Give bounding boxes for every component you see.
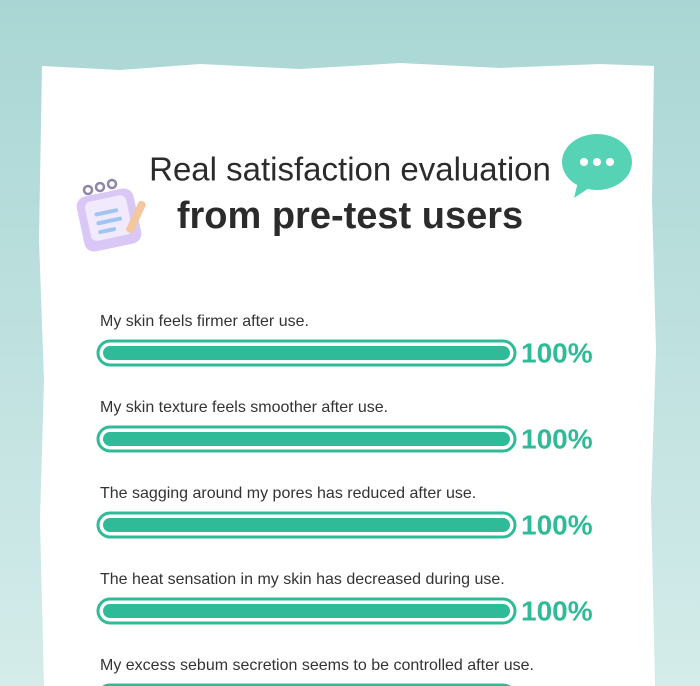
value-label: 100% bbox=[521, 423, 593, 454]
category-label: My skin texture feels smoother after use… bbox=[100, 399, 388, 416]
category-label: My excess sebum secretion seems to be co… bbox=[100, 657, 534, 674]
bar bbox=[103, 604, 510, 618]
speech-bubble-icon bbox=[562, 134, 632, 198]
value-label: 100% bbox=[521, 337, 593, 368]
bar bbox=[103, 346, 510, 360]
category-label: My skin feels firmer after use. bbox=[100, 313, 309, 330]
chart-title: Real satisfaction evaluation bbox=[149, 151, 551, 188]
notepad-icon bbox=[76, 178, 146, 252]
value-label: 95% bbox=[521, 681, 577, 686]
chart-subtitle: from pre-test users bbox=[177, 195, 523, 237]
value-label: 100% bbox=[521, 509, 593, 540]
bar bbox=[103, 432, 510, 446]
category-label: The sagging around my pores has reduced … bbox=[100, 485, 476, 502]
category-label: The heat sensation in my skin has decrea… bbox=[100, 571, 505, 588]
bar bbox=[103, 518, 510, 532]
value-label: 100% bbox=[521, 595, 593, 626]
